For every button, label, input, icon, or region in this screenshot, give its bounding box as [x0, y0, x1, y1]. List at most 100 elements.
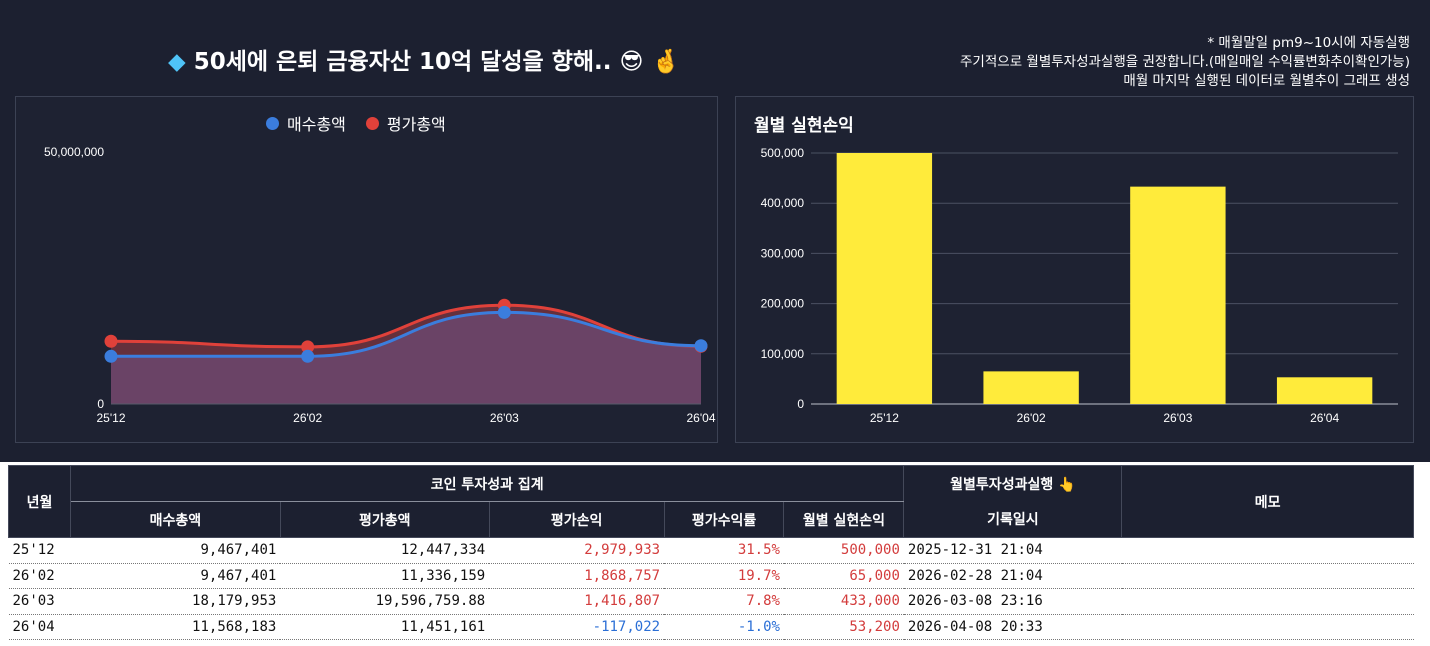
data-point: [301, 340, 315, 354]
cell-memo[interactable]: [1121, 537, 1414, 564]
page-title: ◆ 50세에 은퇴 금융자산 10억 달성을 향해.. 😎 🤞: [168, 42, 680, 76]
cell-eval-pnl: 2,979,933: [489, 537, 665, 564]
performance-table: 년월 코인 투자성과 집계 월별투자성과실행 👆 메모 매수총액 평가총액 평가…: [8, 465, 1414, 640]
cell-memo[interactable]: [1121, 614, 1414, 640]
crossed-fingers-icon: 🤞: [651, 49, 681, 75]
x-tick-label: 25'12: [870, 411, 899, 425]
cell-recorded-at: 2026-02-28 21:04: [903, 563, 1122, 589]
col-buy-total: 매수총액: [69, 501, 281, 538]
cell-eval-total: 11,336,159: [280, 563, 490, 589]
page-title-text: 50세에 은퇴 금융자산 10억 달성을 향해..: [193, 49, 612, 75]
note-line: 주기적으로 월별투자성과실행을 권장합니다.(매일매일 수익률변화추이확인가능): [960, 54, 1410, 70]
cell-eval-pnl: -117,022: [489, 614, 665, 640]
bar: [1276, 377, 1373, 404]
legend-label: 평가총액: [386, 115, 446, 134]
bar-chart-panel: 월별 실현손익 0 100,000 200,000 300,000 400,000 500…: [735, 96, 1414, 443]
cell-year-month: 26'02: [8, 563, 71, 589]
cell-buy-total: 18,179,953: [70, 588, 281, 615]
bar: [983, 371, 1079, 404]
x-tick-label: 26'02: [293, 411, 322, 425]
col-recorded-at: 기록일시: [903, 501, 1123, 538]
series-area-fill: [111, 312, 701, 404]
bar-chart-title: 월별 실현손익: [754, 116, 854, 136]
y-tick-label: 0: [797, 397, 804, 411]
cell-realized: 65,000: [783, 563, 904, 589]
cell-realized: 433,000: [783, 588, 904, 615]
col-year-month: 년월: [8, 465, 71, 538]
cell-eval-rate: 7.8%: [664, 588, 784, 615]
series-line: [111, 310, 702, 358]
bar-chart: 0 100,000 200,000 300,000 400,000 500,000 25'1…: [761, 146, 1398, 425]
table-row: 26'03 18,179,953 19,596,759.88 1,416,807 7.8…: [8, 588, 1414, 615]
legend-dot-icon: [365, 116, 379, 130]
col-eval-total: 평가총액: [279, 501, 490, 538]
cell-memo[interactable]: [1121, 588, 1414, 615]
data-point: [694, 339, 708, 353]
dashboard-header-area: ◆ 50세에 은퇴 금융자산 10억 달성을 향해.. 😎 🤞 * 매월말일 p…: [0, 0, 1430, 462]
legend-item-buy[interactable]: 매수총액: [266, 111, 346, 135]
area-chart: 50,000,000 025'12 26'02 26'03 26'04: [44, 145, 716, 425]
col-realized: 월별 실현손익: [783, 501, 905, 538]
cell-realized: 500,000: [783, 537, 904, 564]
series-line: [110, 303, 702, 349]
table-row: 26'02 9,467,401 11,336,159 1,868,757 19.7% 65…: [8, 563, 1414, 589]
table-row: 26'04 11,568,183 11,451,161 -117,022 -1.0% 53…: [8, 614, 1414, 640]
bar: [836, 153, 933, 404]
cell-buy-total: 9,467,401: [70, 537, 281, 564]
cell-year-month: 25'12: [8, 537, 71, 564]
chart-legend: 매수총액 평가총액: [266, 111, 446, 135]
cell-eval-pnl: 1,416,807: [489, 588, 665, 615]
sunglasses-emoji-icon: 😎: [619, 49, 644, 75]
run-performance-label: 월별투자성과실행: [950, 476, 1054, 493]
data-point: [104, 349, 118, 363]
legend-label: 매수총액: [287, 115, 346, 134]
legend-dot-icon: [266, 116, 279, 130]
bar: [1130, 186, 1226, 404]
col-eval-rate: 평가수익률: [663, 501, 785, 538]
cell-year-month: 26'03: [8, 588, 71, 615]
cell-eval-rate: 19.7%: [664, 563, 784, 589]
cell-eval-rate: -1.0%: [664, 614, 784, 640]
legend-item-eval[interactable]: 평가총액: [365, 111, 446, 135]
y-tick-label: 300,000: [761, 246, 805, 260]
x-tick-label: 26'02: [1017, 411, 1046, 425]
y-tick-label: 0: [97, 397, 104, 411]
cell-eval-total: 11,451,161: [280, 614, 490, 640]
data-point: [497, 305, 511, 319]
col-group-coin: 코인 투자성과 집계: [69, 465, 905, 502]
cell-eval-pnl: 1,868,757: [489, 563, 665, 589]
notes-block: * 매월말일 pm9~10시에 자동실행 주기적으로 월별투자성과실행을 권장합…: [960, 34, 1410, 91]
x-tick-label: 26'04: [687, 411, 716, 425]
data-point: [104, 334, 118, 348]
y-tick-label: 500,000: [761, 146, 805, 160]
cell-buy-total: 9,467,401: [70, 563, 281, 589]
note-line: 매월 마지막 실행된 데이터로 월별추이 그래프 생성: [1123, 73, 1410, 89]
cell-memo[interactable]: [1121, 563, 1414, 589]
x-tick-label: 26'03: [1163, 411, 1192, 425]
note-line: * 매월말일 pm9~10시에 자동실행: [1207, 35, 1410, 51]
run-performance-button[interactable]: 월별투자성과실행 👆: [903, 465, 1123, 502]
cell-year-month: 26'04: [8, 614, 71, 640]
gem-icon: ◆: [168, 49, 186, 75]
area-chart-panel: 매수총액 평가총액 50,000,000 0 25'12 26'02 26'03 26'0…: [15, 96, 718, 443]
table-row: 25'12 9,467,401 12,447,334 2,979,933 31.5% 50…: [8, 537, 1414, 564]
x-tick-label: 25'12: [97, 411, 126, 425]
y-tick-label: 100,000: [761, 347, 805, 361]
cell-buy-total: 11,568,183: [70, 614, 281, 640]
data-point: [301, 349, 315, 363]
y-tick-label: 200,000: [761, 297, 805, 311]
x-tick-label: 26'04: [1310, 411, 1339, 425]
col-memo: 메모: [1121, 465, 1414, 538]
cell-recorded-at: 2026-04-08 20:33: [903, 614, 1122, 640]
cell-eval-total: 12,447,334: [280, 537, 490, 564]
cell-eval-total: 19,596,759.88: [280, 588, 490, 615]
x-tick-label: 26'03: [490, 411, 519, 425]
cell-eval-rate: 31.5%: [664, 537, 784, 564]
cell-recorded-at: 2025-12-31 21:04: [903, 537, 1122, 564]
y-tick-label: 400,000: [761, 196, 805, 210]
cell-realized: 53,200: [783, 614, 904, 640]
pointing-hand-icon: 👆: [1058, 476, 1076, 493]
cell-recorded-at: 2026-03-08 23:16: [903, 588, 1122, 615]
col-eval-pnl: 평가손익: [488, 501, 665, 538]
y-tick-label: 50,000,000: [44, 145, 104, 159]
